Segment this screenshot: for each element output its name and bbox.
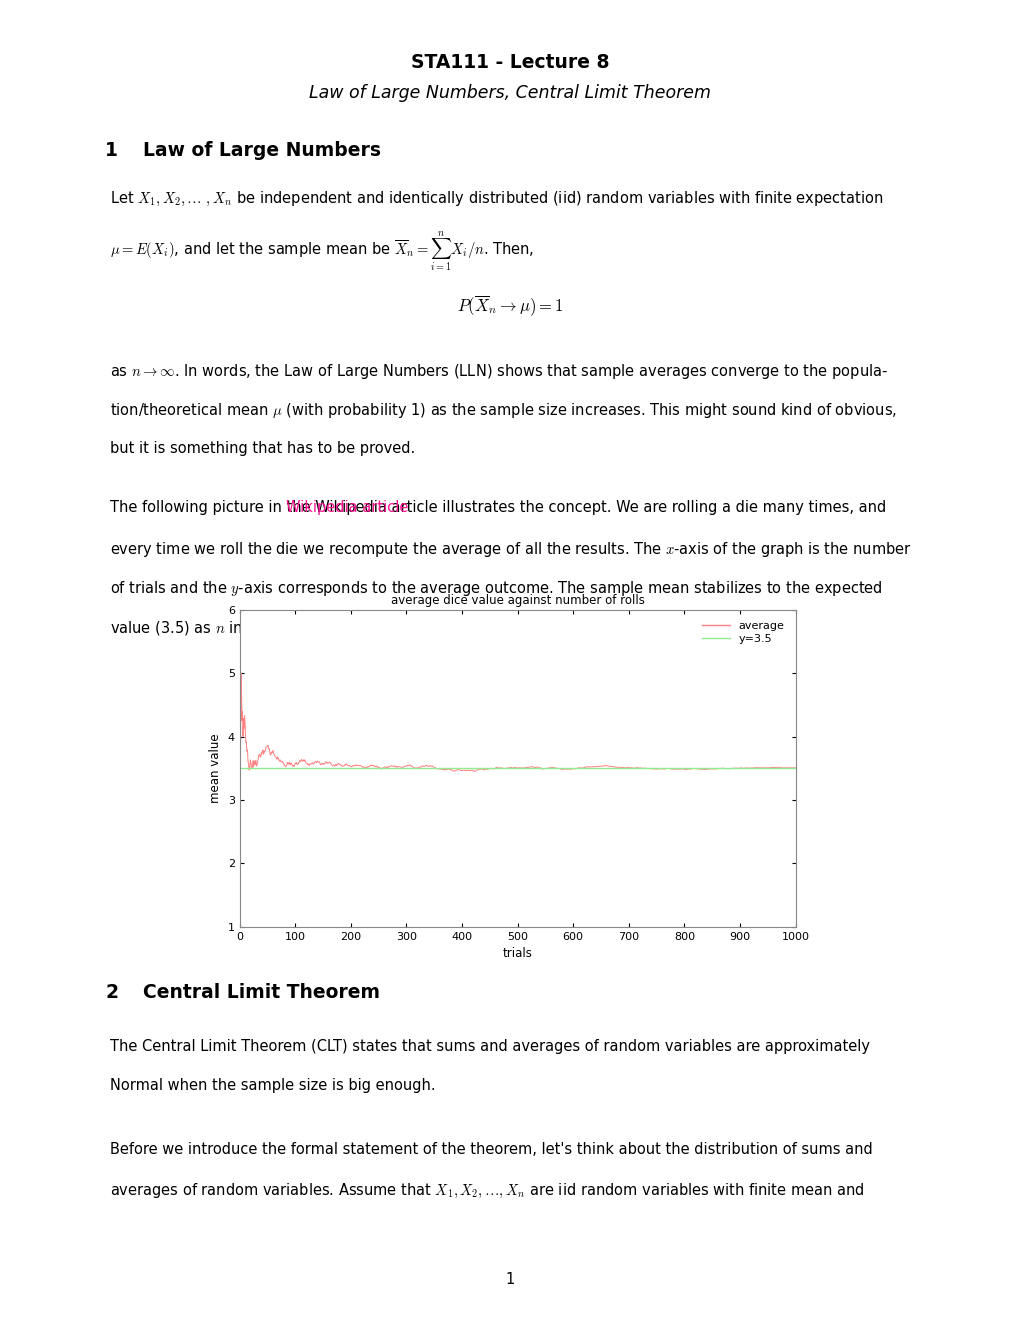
Text: Wikipedia article: Wikipedia article (285, 500, 408, 515)
Text: as $n \to \infty$. In words, the Law of Large Numbers (LLN) shows that sample av: as $n \to \infty$. In words, the Law of … (110, 362, 888, 380)
Text: The Central Limit Theorem (CLT) states that sums and averages of random variable: The Central Limit Theorem (CLT) states t… (110, 1039, 869, 1053)
average (234, 792, 247, 808)
Text: value (3.5) as $n$ increases:: value (3.5) as $n$ increases: (110, 619, 304, 638)
average (789, 760, 801, 776)
y=3.5 (234, 760, 247, 776)
Text: Before we introduce the formal statement of the theorem, let's think about the d: Before we introduce the formal statement… (110, 1142, 872, 1156)
Y-axis label: mean value: mean value (209, 734, 222, 803)
Legend: average, y=3.5: average, y=3.5 (696, 615, 790, 649)
average (235, 665, 248, 681)
average (479, 762, 491, 777)
Text: Law of Large Numbers, Central Limit Theorem: Law of Large Numbers, Central Limit Theo… (309, 84, 710, 103)
Text: averages of random variables. Assume that $X_1, X_2, \ldots, X_n$ are iid random: averages of random variables. Assume tha… (110, 1181, 864, 1200)
Text: 1: 1 (105, 141, 118, 160)
Text: $\mu = E(X_i)$, and let the sample mean be $\overline{X}_n = \sum_{i=1}^{n} X_i/: $\mu = E(X_i)$, and let the sample mean … (110, 230, 534, 273)
average (291, 756, 304, 772)
Text: tion/theoretical mean $\mu$ (with probability 1) as the sample size increases. T: tion/theoretical mean $\mu$ (with probab… (110, 401, 897, 420)
y=3.5 (233, 760, 246, 776)
average (615, 760, 628, 776)
average (667, 762, 680, 777)
Text: Normal when the sample size is big enough.: Normal when the sample size is big enoug… (110, 1078, 435, 1093)
Text: but it is something that has to be proved.: but it is something that has to be prove… (110, 441, 415, 455)
Text: STA111 - Lecture 8: STA111 - Lecture 8 (411, 53, 608, 71)
Title: average dice value against number of rolls: average dice value against number of rol… (390, 594, 644, 607)
average (677, 762, 689, 777)
average (459, 763, 471, 779)
Text: 2: 2 (105, 983, 118, 1002)
Text: Central Limit Theorem: Central Limit Theorem (143, 983, 379, 1002)
Text: every time we roll the die we recompute the average of all the results. The $x$-: every time we roll the die we recompute … (110, 540, 911, 558)
Text: of trials and the $y$-axis corresponds to the average outcome. The sample mean s: of trials and the $y$-axis corresponds t… (110, 579, 882, 598)
Text: Let $X_1, X_2, \ldots\ , X_n$ be independent and identically distributed (iid) r: Let $X_1, X_2, \ldots\ , X_n$ be indepen… (110, 190, 882, 209)
Line: average: average (240, 673, 795, 800)
X-axis label: trials: trials (502, 946, 532, 960)
Text: 1: 1 (504, 1272, 515, 1287)
Text: The following picture in the Wikipedia article illustrates the concept. We are r: The following picture in the Wikipedia a… (110, 500, 886, 515)
Text: Law of Large Numbers: Law of Large Numbers (143, 141, 380, 160)
Text: $P(\overline{X}_n \to \mu) = 1$: $P(\overline{X}_n \to \mu) = 1$ (457, 293, 562, 318)
